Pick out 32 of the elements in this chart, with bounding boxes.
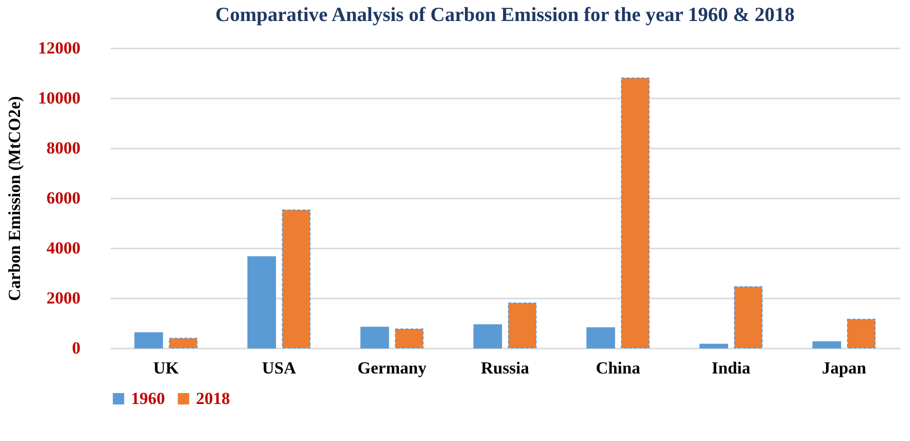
y-tick-label: 6000 (46, 188, 80, 208)
bar (620, 78, 650, 348)
bar (699, 344, 728, 348)
bar (847, 318, 876, 348)
bar (473, 324, 502, 348)
y-tick-label: 8000 (46, 138, 80, 158)
x-tick-label: China (596, 358, 641, 378)
y-tick-label: 0 (72, 338, 80, 358)
x-tick-label: Russia (480, 358, 530, 378)
legend-label: 2018 (196, 388, 230, 408)
bar (586, 327, 616, 348)
bar (394, 328, 424, 348)
x-tick-label: UK (153, 358, 180, 378)
x-tick-label: Japan (822, 358, 867, 378)
y-tick-label: 10000 (38, 88, 80, 108)
y-tick-label: 12000 (38, 38, 80, 58)
y-tick-label: 2000 (46, 288, 80, 308)
y-tick-label: 4000 (46, 238, 80, 258)
bar (360, 326, 390, 348)
chart-title: Comparative Analysis of Carbon Emission for the year 1960 & 2018 (215, 4, 795, 26)
bar (282, 210, 311, 348)
bar (508, 302, 537, 348)
bar (734, 286, 763, 348)
bar (134, 332, 163, 348)
legend-label: 1960 (131, 388, 165, 408)
y-axis-title: Carbon Emission (MtCO2e) (5, 96, 24, 301)
bar (247, 256, 276, 348)
x-tick-label: USA (262, 358, 297, 378)
x-tick-label: Germany (358, 358, 427, 378)
bar (168, 338, 198, 348)
bar (812, 341, 842, 348)
x-tick-label: India (712, 358, 751, 378)
